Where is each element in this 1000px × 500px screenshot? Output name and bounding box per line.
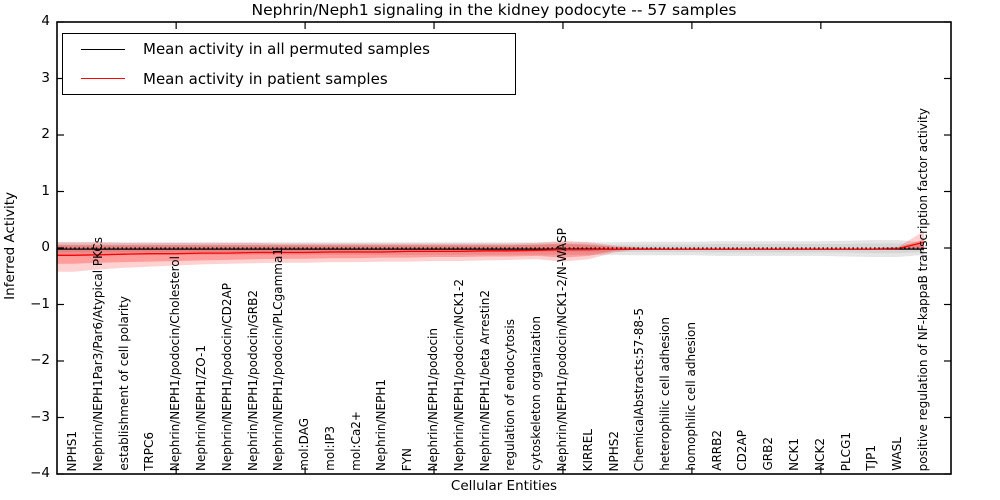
legend-label: Mean activity in patient samples	[143, 69, 388, 88]
legend-item-permuted: Mean activity in all permuted samples	[63, 35, 515, 63]
x-tick-label: CD2AP	[735, 430, 750, 471]
x-tick-label: TRPC6	[142, 432, 157, 471]
x-tick-label: ChemicalAbstracts:57-88-5	[632, 307, 647, 471]
x-tick-label: Nephrin/NEPH1/podocin/PLCgamma1	[271, 247, 286, 471]
axes-frame	[56, 21, 952, 475]
x-tick-label: positive regulation of NF-kappaB transcr…	[916, 107, 930, 471]
red-line-sample-icon	[81, 78, 125, 80]
x-axis-label: Cellular Entities	[450, 478, 558, 494]
x-tick-label: NCK1	[787, 438, 802, 471]
band-patient-sample-range-inner	[57, 239, 924, 264]
x-tick-label: Nephrin/NEPH1/podocin/CD2AP	[219, 282, 234, 471]
x-tick-label: NCK2	[812, 438, 827, 471]
x-tick-label: cytoskeleton organization	[529, 316, 544, 471]
y-tick-label: 0	[41, 239, 50, 255]
x-tick-label: mol:Ca2+	[348, 411, 363, 471]
x-tick-label: NPHS1	[65, 430, 79, 472]
x-tick-label: Nephrin/NEPH1Par3/Par6/Atypical PKCs	[90, 236, 105, 471]
black-line-sample-icon	[81, 48, 125, 50]
legend-item-patient: Mean activity in patient samples	[63, 65, 515, 93]
band-permuted-sample-range-inner	[57, 243, 924, 254]
x-tick-label: FYN	[400, 447, 415, 471]
x-tick-label: ARRB2	[709, 430, 724, 471]
x-tick-label: heterophilic cell adhesion	[658, 317, 673, 471]
chart-title: Nephrin/Neph1 signaling in the kidney po…	[251, 1, 737, 19]
x-tick-label: NPHS2	[606, 430, 621, 472]
y-tick-label: −2	[30, 352, 50, 368]
y-tick-label: 4	[41, 13, 50, 29]
x-tick-label: Nephrin/NEPH1/podocin/NCK1-2/N-WASP	[554, 227, 569, 471]
x-tick-label: establishment of cell polarity	[116, 296, 131, 471]
x-tick-label: Nephrin/NEPH1/beta Arrestin2	[477, 289, 492, 471]
x-tick-label: Nephrin/NEPH1	[374, 379, 389, 471]
x-tick-label: mol:IP3	[322, 426, 337, 471]
legend-label: Mean activity in all permuted samples	[143, 40, 430, 59]
x-tick-label: Nephrin/NEPH1/podocin/Cholesterol	[168, 255, 183, 471]
x-tick-label: Nephrin/NEPH1/podocin	[426, 327, 441, 471]
x-tick-label: regulation of endocytosis	[503, 319, 518, 471]
x-tick-label: KIRREL	[580, 428, 595, 471]
y-tick-label: −4	[30, 465, 50, 481]
y-tick-label: 2	[41, 126, 50, 142]
y-tick-label: −1	[30, 295, 50, 312]
y-tick-label: −3	[30, 408, 50, 425]
y-tick-label: 1	[41, 182, 50, 199]
x-tick-label: mol:DAG	[297, 418, 312, 471]
x-tick-label: Nephrin/NEPH1/podocin/GRB2	[245, 290, 260, 471]
x-tick-label: PLCG1	[838, 431, 853, 471]
x-tick-label: Nephrin/NEPH1/ZO-1	[193, 345, 208, 471]
x-tick-label: GRB2	[761, 437, 776, 471]
y-tick-label: 3	[41, 69, 50, 86]
x-tick-label: WASL	[890, 437, 905, 471]
x-tick-label: homophilic cell adhesion	[683, 322, 698, 471]
x-tick-label: TJP1	[864, 445, 879, 471]
series-line-1	[57, 241, 925, 256]
x-tick-label: Nephrin/NEPH1/podocin/NCK1-2	[451, 278, 466, 471]
legend: Mean activity in all permuted samples Me…	[62, 33, 516, 95]
y-axis-label: Inferred Activity	[2, 192, 18, 300]
